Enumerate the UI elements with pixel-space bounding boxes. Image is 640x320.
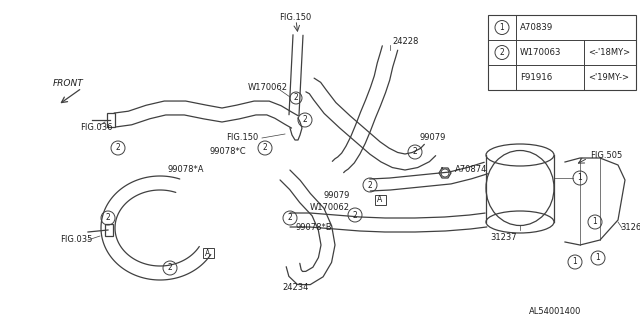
Bar bbox=[105, 224, 113, 236]
Text: FIG.036: FIG.036 bbox=[80, 124, 113, 132]
Text: 2: 2 bbox=[413, 148, 417, 156]
Bar bbox=[202, 248, 214, 258]
Text: 99078*A: 99078*A bbox=[168, 165, 205, 174]
Text: 1: 1 bbox=[573, 258, 577, 267]
Text: 2: 2 bbox=[116, 143, 120, 153]
Text: <'19MY->: <'19MY-> bbox=[588, 73, 629, 82]
Text: 2: 2 bbox=[353, 211, 357, 220]
Text: F91916: F91916 bbox=[520, 73, 552, 82]
Text: A70839: A70839 bbox=[520, 23, 553, 32]
Text: W170062: W170062 bbox=[248, 84, 288, 92]
Text: 99079: 99079 bbox=[324, 191, 350, 201]
Text: 1: 1 bbox=[578, 173, 582, 182]
Text: 2: 2 bbox=[303, 116, 307, 124]
Bar bbox=[107, 113, 115, 127]
Text: A: A bbox=[205, 249, 211, 258]
Text: 1: 1 bbox=[596, 253, 600, 262]
Text: FIG.505: FIG.505 bbox=[590, 150, 622, 159]
Text: 2: 2 bbox=[168, 263, 172, 273]
Text: 99078*C: 99078*C bbox=[210, 148, 246, 156]
Text: FRONT: FRONT bbox=[52, 78, 83, 87]
Text: FIG.035: FIG.035 bbox=[60, 236, 92, 244]
Bar bbox=[374, 195, 385, 205]
Text: 1: 1 bbox=[500, 23, 504, 32]
Text: AL54001400: AL54001400 bbox=[529, 308, 581, 316]
Text: A: A bbox=[378, 196, 383, 204]
Text: 2: 2 bbox=[367, 180, 372, 189]
Text: <-'18MY>: <-'18MY> bbox=[588, 48, 630, 57]
Bar bbox=[488, 15, 636, 90]
Text: A70874: A70874 bbox=[455, 165, 488, 174]
Text: 2: 2 bbox=[500, 48, 504, 57]
Text: FIG.150: FIG.150 bbox=[279, 13, 311, 22]
Text: 2: 2 bbox=[294, 93, 298, 102]
Text: W170063: W170063 bbox=[520, 48, 561, 57]
Text: 2: 2 bbox=[106, 213, 110, 222]
Text: 99079: 99079 bbox=[420, 133, 446, 142]
Text: 31237: 31237 bbox=[490, 234, 516, 243]
Text: 24228: 24228 bbox=[392, 37, 419, 46]
Text: 24234: 24234 bbox=[283, 284, 309, 292]
Text: 99078*B: 99078*B bbox=[295, 223, 332, 233]
Text: 2: 2 bbox=[287, 213, 292, 222]
Text: 1: 1 bbox=[593, 218, 597, 227]
Text: W170062: W170062 bbox=[310, 203, 350, 212]
Text: FIG.150: FIG.150 bbox=[226, 133, 258, 142]
Text: 31269: 31269 bbox=[620, 223, 640, 233]
Text: 2: 2 bbox=[262, 143, 268, 153]
